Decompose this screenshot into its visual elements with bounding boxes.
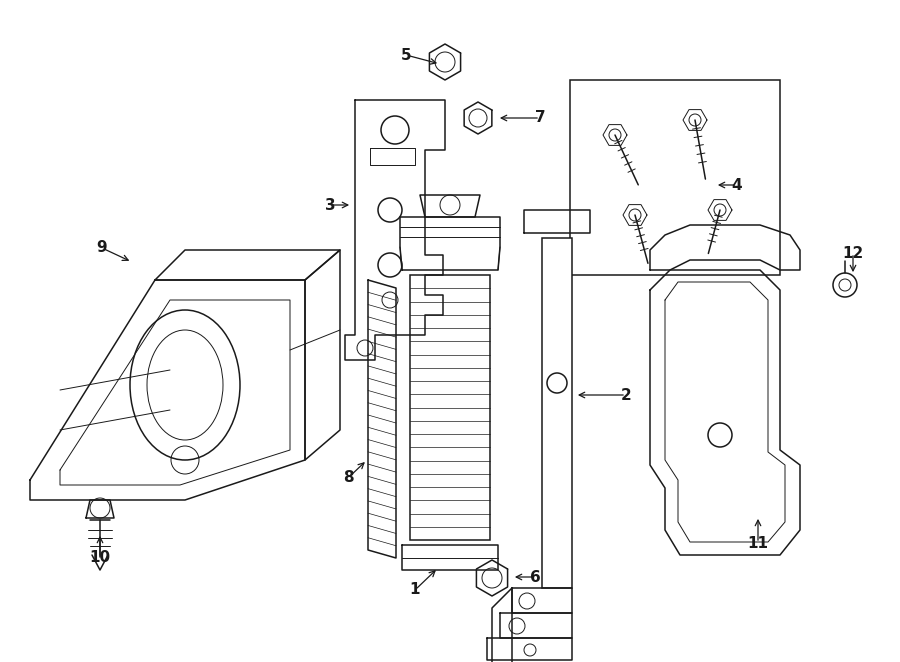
Text: 11: 11: [748, 536, 769, 551]
Text: 8: 8: [343, 471, 354, 485]
Text: 6: 6: [529, 569, 540, 585]
Bar: [410, 275, 490, 540]
Text: 7: 7: [535, 111, 545, 126]
Text: 4: 4: [732, 177, 742, 193]
Bar: [542, 238, 572, 588]
Text: 9: 9: [96, 240, 107, 256]
Bar: [570, 80, 780, 275]
Text: 1: 1: [410, 583, 420, 598]
Text: 12: 12: [842, 246, 864, 261]
Text: 5: 5: [400, 48, 411, 62]
Text: 10: 10: [89, 551, 111, 565]
Text: 3: 3: [325, 197, 336, 213]
Text: 2: 2: [621, 387, 632, 402]
